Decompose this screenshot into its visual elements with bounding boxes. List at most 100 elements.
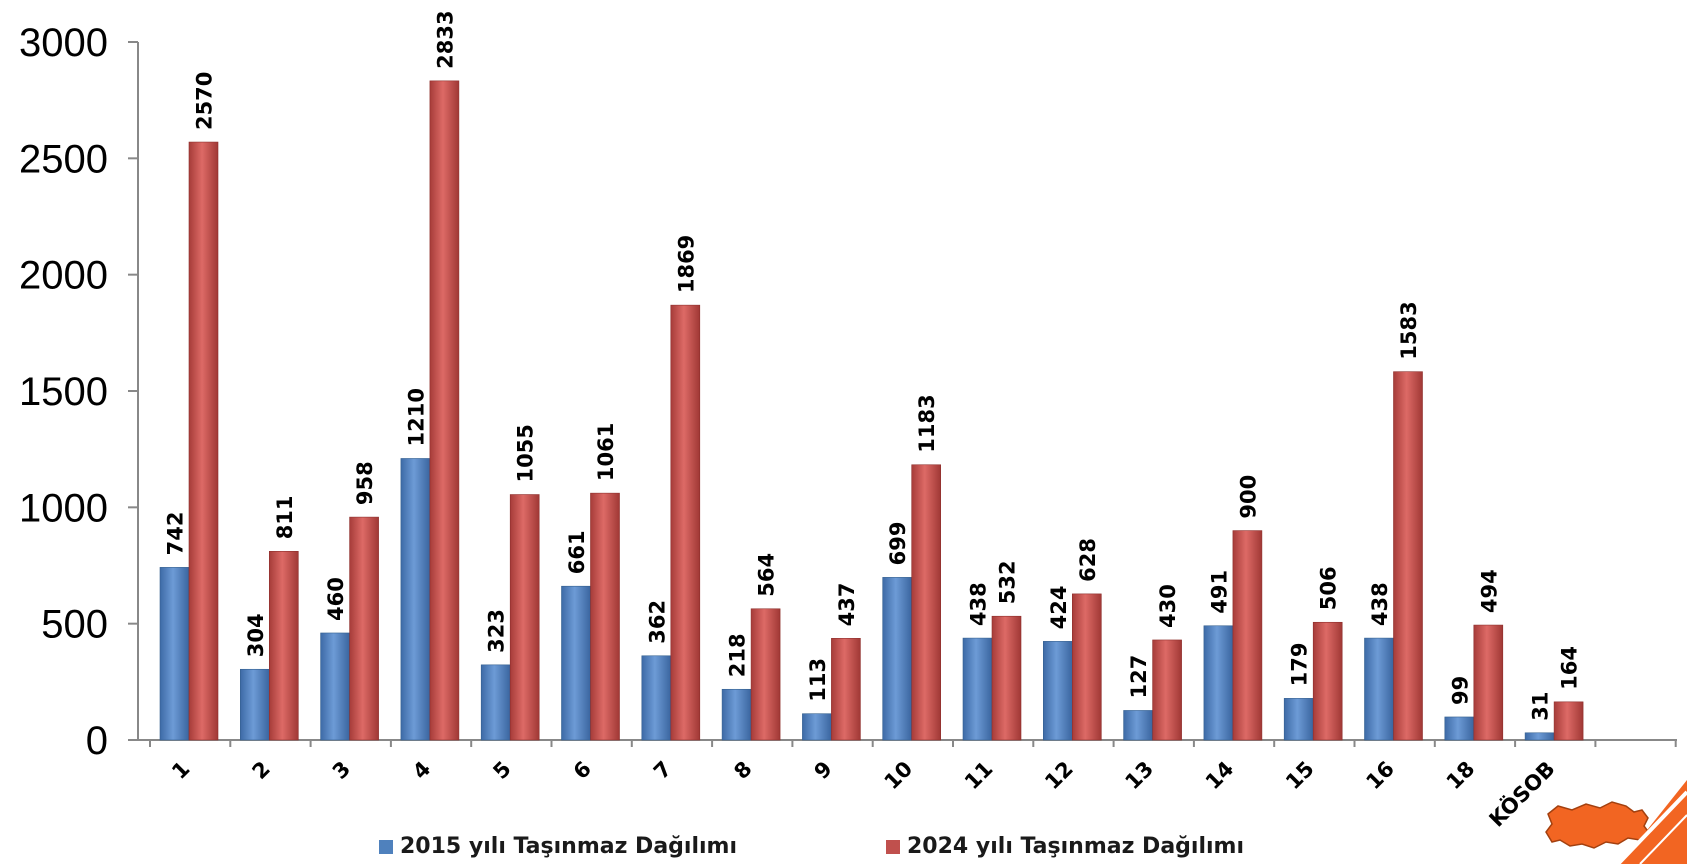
x-tick-label: 8 (729, 757, 756, 784)
data-label: 304 (244, 613, 268, 657)
data-label: 532 (996, 560, 1020, 604)
bar-2024-14 (1232, 530, 1263, 741)
bar-2015-5 (480, 664, 511, 741)
data-label: 1055 (514, 424, 538, 482)
data-label: 437 (835, 582, 859, 626)
bar-2024-1 (188, 141, 219, 741)
bar-2015-2 (240, 668, 270, 741)
y-tick-label: 500 (41, 603, 108, 647)
legend-swatch-2024 (886, 839, 900, 854)
data-label: 1210 (404, 388, 428, 446)
x-tick-label: 16 (1361, 757, 1399, 795)
y-tick-label: 2500 (19, 137, 108, 181)
chart-bars (159, 80, 1584, 741)
x-tick-label: 14 (1201, 757, 1239, 795)
bar-2015-7 (641, 655, 672, 741)
y-tick-label: 0 (86, 719, 108, 763)
legend-item-2024: 2024 yılı Taşınmaz Dağılımı (886, 834, 1244, 859)
data-label: 564 (755, 553, 779, 597)
data-label: 31 (1529, 692, 1553, 721)
data-label: 2570 (193, 72, 217, 130)
bar-2015-KÖSOB (1524, 732, 1555, 741)
bar-2024-10 (911, 464, 942, 741)
x-tick-label: 13 (1120, 757, 1158, 795)
bar-2015-3 (320, 632, 350, 741)
x-tick-label: KÖSOB (1484, 756, 1560, 832)
bar-2024-8 (750, 608, 781, 741)
data-label: 164 (1558, 646, 1582, 690)
bar-2015-1 (159, 567, 190, 741)
data-label: 179 (1288, 643, 1312, 687)
x-tick-label: 18 (1442, 757, 1480, 795)
data-label: 2833 (433, 10, 457, 68)
x-tick-label: 1 (167, 757, 194, 784)
data-label: 438 (967, 582, 991, 626)
data-label: 742 (164, 512, 188, 556)
bar-2015-12 (1043, 641, 1073, 741)
data-label: 494 (1477, 569, 1501, 613)
y-tick-label: 1500 (19, 370, 108, 414)
x-tick-label: 4 (408, 757, 435, 784)
legend-swatch-2015 (379, 839, 393, 854)
bar-2024-9 (831, 638, 861, 741)
bar-2015-18 (1444, 716, 1475, 741)
x-tick-label: 11 (960, 757, 998, 795)
bar-2024-3 (349, 516, 379, 741)
data-label: 218 (726, 633, 750, 677)
bar-2015-11 (962, 637, 993, 741)
bar-2024-7 (670, 304, 701, 741)
bar-2024-KÖSOB (1553, 701, 1584, 741)
turkey-map-icon (1545, 801, 1652, 849)
bar-2015-8 (721, 688, 752, 741)
x-tick-label: 15 (1281, 757, 1319, 795)
x-tick-label: 7 (649, 757, 676, 784)
legend-label-2015: 2015 yılı Taşınmaz Dağılımı (400, 834, 738, 859)
legend-item-2015: 2015 yılı Taşınmaz Dağılımı (379, 834, 737, 859)
data-label: 699 (886, 522, 910, 566)
x-tick-label: 6 (569, 757, 596, 784)
data-label: 900 (1236, 475, 1260, 519)
data-label: 628 (1076, 538, 1100, 582)
data-label: 460 (324, 577, 348, 621)
y-tick-label: 1000 (19, 486, 108, 530)
bar-2015-6 (561, 585, 591, 741)
bar-2015-10 (882, 577, 913, 741)
y-tick-label: 2000 (19, 254, 108, 298)
x-tick-label: 9 (810, 757, 837, 784)
data-label: 323 (485, 609, 509, 653)
data-label: 99 (1448, 676, 1472, 705)
bar-2024-2 (268, 551, 299, 741)
data-label: 661 (565, 530, 589, 574)
data-label: 1869 (674, 235, 698, 293)
x-tick-label: 3 (328, 757, 355, 784)
bar-2024-6 (590, 492, 620, 741)
bar-2015-16 (1364, 637, 1394, 741)
data-label: 1061 (594, 423, 618, 481)
data-label: 811 (273, 495, 297, 539)
bar-2024-18 (1473, 624, 1504, 741)
bar-2024-15 (1312, 621, 1343, 741)
bar-2024-5 (509, 494, 540, 741)
data-label: 430 (1156, 584, 1180, 628)
bar-2015-14 (1203, 625, 1234, 741)
data-label: 1583 (1397, 301, 1421, 359)
data-label: 958 (353, 461, 377, 505)
bar-2024-11 (991, 615, 1022, 741)
data-label: 113 (806, 658, 830, 702)
bar-2015-9 (802, 713, 832, 741)
data-label: 438 (1368, 582, 1392, 626)
data-label: 506 (1317, 566, 1341, 610)
x-tick-label: 12 (1040, 757, 1078, 795)
bar-2015-4 (400, 458, 431, 741)
bar-2024-16 (1393, 371, 1423, 741)
data-label: 424 (1047, 586, 1071, 630)
x-tick-label: 5 (488, 757, 515, 784)
data-label: 1183 (915, 394, 939, 452)
bar-2024-12 (1072, 593, 1102, 741)
data-label: 491 (1207, 570, 1231, 614)
bar-2015-15 (1283, 698, 1314, 741)
data-label: 362 (645, 600, 669, 644)
orange-corner-stripe-icon (1616, 780, 1687, 864)
y-tick-label: 3000 (19, 21, 108, 65)
